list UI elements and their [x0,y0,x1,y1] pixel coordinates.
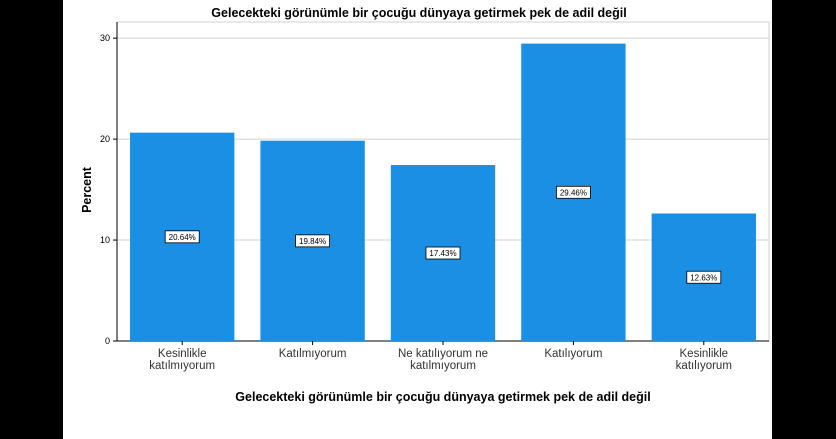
data-label-box [425,246,461,260]
x-tick-label: katılıyorum [676,360,732,372]
data-label: 17.43% [429,249,456,258]
data-label-box [295,234,331,248]
data-label: 20.64% [169,233,196,242]
x-tick-label: Katılmıyorum [279,348,347,360]
data-label-box [164,230,200,244]
x-tick-label: katılmıyorum [410,360,476,372]
y-tick-label: 0 [105,336,110,346]
data-label: 29.46% [560,188,587,197]
data-label-box [686,270,722,284]
x-tick-label: Katılıyorum [544,348,602,360]
x-tick-label: Kesinlikle [158,348,207,360]
x-tick-label: Kesinlikle [680,348,729,360]
chart-panel: Gelecekteki görünümle bir çocuğu dünyaya… [63,0,772,439]
y-axis-title: Percent [80,166,94,213]
data-label: 19.84% [299,237,326,246]
x-tick-label: katılmıyorum [149,360,215,372]
y-tick-label: 30 [100,33,110,43]
data-label: 12.63% [690,273,717,282]
bar-chart: Gelecekteki görünümle bir çocuğu dünyaya… [80,6,770,404]
x-axis-title: Gelecekteki görünümle bir çocuğu dünyaya… [235,390,650,404]
x-tick-label: Ne katılıyorum ne [398,348,488,360]
chart-title: Gelecekteki görünümle bir çocuğu dünyaya… [211,6,626,20]
data-labels: 20.64% 19.84% 17.43% 29.46% 12.63% [164,185,722,284]
y-tick-label: 20 [100,134,110,144]
y-tick-label: 10 [100,235,110,245]
data-label-box [555,185,591,199]
bars [130,43,756,342]
